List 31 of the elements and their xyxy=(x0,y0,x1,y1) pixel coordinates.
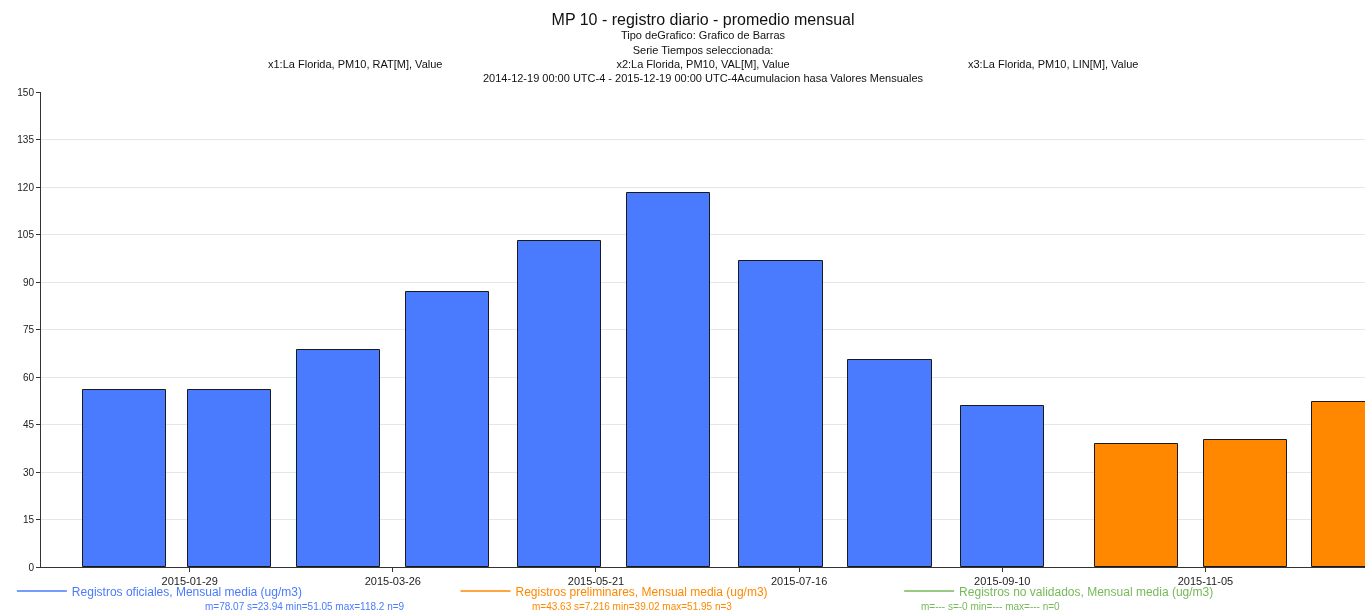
y-tick-label: 30 xyxy=(22,466,35,478)
bar xyxy=(1094,443,1178,567)
bar xyxy=(187,389,271,567)
text: x3:La Florida, PM10, LIN[M], Value xyxy=(968,58,1139,70)
bar xyxy=(82,389,166,567)
y-tick-label: 0 xyxy=(28,561,35,573)
bar xyxy=(517,240,601,567)
x-tick-label: 2015-07-16 xyxy=(770,575,828,588)
chart-title: MP 10 - registro diario - promedio mensual xyxy=(551,11,855,28)
x-tick-label: 2015-03-26 xyxy=(364,575,421,588)
bar xyxy=(847,359,932,567)
y-tick-label: 150 xyxy=(17,86,35,98)
bar xyxy=(960,405,1044,567)
text: m=78.07 s=23.94 min=51.05 max=118.2 n=9 xyxy=(205,601,405,612)
y-tick-label: 60 xyxy=(22,371,35,383)
y-tick-label: 120 xyxy=(17,181,35,193)
bar xyxy=(626,192,710,567)
text: m=--- s=-0 min=--- max=--- n=0 xyxy=(921,601,1061,612)
y-tick-label: 45 xyxy=(22,419,35,430)
text: m=43.63 s=7.216 min=39.02 max=51.95 n=3 xyxy=(532,601,733,612)
bar xyxy=(738,260,823,567)
y-tick-label: 15 xyxy=(22,514,35,525)
bar xyxy=(405,291,489,567)
y-tick-label: 75 xyxy=(22,324,35,335)
y-tick-label: 105 xyxy=(17,229,35,240)
y-tick-label: 90 xyxy=(22,276,35,288)
chart-subtitle: Tipo deGrafico: Grafico de Barras Serie Tiempos seleccionada: x2:La Florida, PM10, VAL[M], Value 2014-12-19 00:00 UTC-4 - 2015-12-19 00:00 UTC-4Acumulacion hasa Valores Mensuales xyxy=(483,29,924,85)
text: x1:La Florida, PM10, RAT[M], Value xyxy=(268,58,443,70)
bar xyxy=(296,349,380,567)
bar xyxy=(1203,439,1287,567)
y-tick-label: 135 xyxy=(17,134,35,145)
